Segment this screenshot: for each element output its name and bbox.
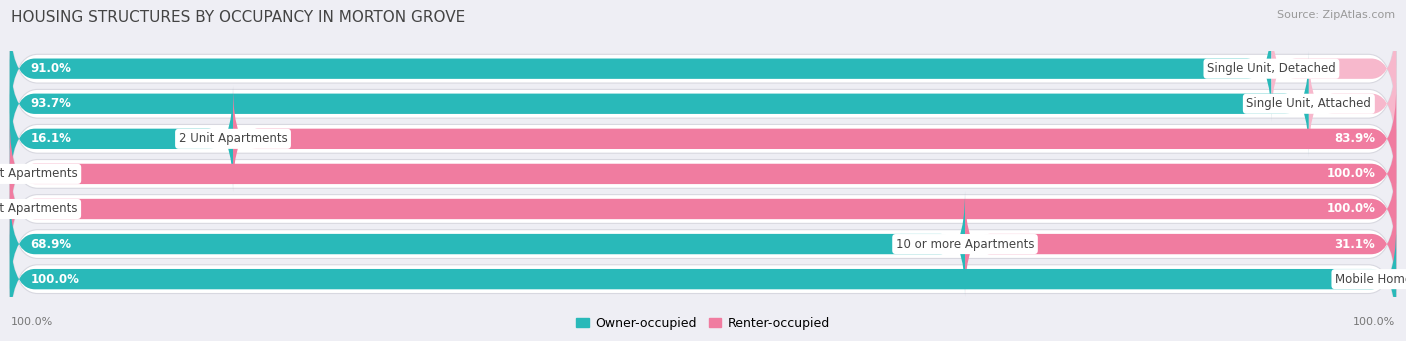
Text: 83.9%: 83.9% [1334, 132, 1375, 145]
FancyBboxPatch shape [10, 156, 1396, 262]
Text: 5 to 9 Unit Apartments: 5 to 9 Unit Apartments [0, 203, 77, 216]
Text: 100.0%: 100.0% [1326, 203, 1375, 216]
FancyBboxPatch shape [10, 191, 965, 297]
Legend: Owner-occupied, Renter-occupied: Owner-occupied, Renter-occupied [571, 312, 835, 335]
Text: 2 Unit Apartments: 2 Unit Apartments [179, 132, 287, 145]
Text: HOUSING STRUCTURES BY OCCUPANCY IN MORTON GROVE: HOUSING STRUCTURES BY OCCUPANCY IN MORTO… [11, 10, 465, 25]
Text: Single Unit, Attached: Single Unit, Attached [1246, 97, 1371, 110]
FancyBboxPatch shape [965, 191, 1396, 297]
FancyBboxPatch shape [10, 48, 1396, 160]
Text: Mobile Home / Other: Mobile Home / Other [1336, 273, 1406, 286]
Text: 31.1%: 31.1% [1334, 238, 1375, 251]
FancyBboxPatch shape [10, 226, 1396, 332]
FancyBboxPatch shape [233, 86, 1396, 192]
Text: 91.0%: 91.0% [31, 62, 72, 75]
Text: Source: ZipAtlas.com: Source: ZipAtlas.com [1277, 10, 1395, 20]
FancyBboxPatch shape [10, 83, 1396, 195]
Text: 100.0%: 100.0% [31, 273, 80, 286]
FancyBboxPatch shape [10, 121, 1396, 227]
FancyBboxPatch shape [10, 118, 1396, 230]
FancyBboxPatch shape [10, 51, 1309, 157]
Text: 16.1%: 16.1% [31, 132, 72, 145]
FancyBboxPatch shape [10, 13, 1396, 124]
FancyBboxPatch shape [10, 86, 233, 192]
Text: 100.0%: 100.0% [1353, 317, 1395, 327]
Text: 3 or 4 Unit Apartments: 3 or 4 Unit Apartments [0, 167, 77, 180]
FancyBboxPatch shape [1309, 51, 1396, 157]
FancyBboxPatch shape [10, 188, 1396, 300]
FancyBboxPatch shape [10, 153, 1396, 265]
Text: 100.0%: 100.0% [1326, 167, 1375, 180]
Text: 10 or more Apartments: 10 or more Apartments [896, 238, 1035, 251]
FancyBboxPatch shape [1271, 16, 1396, 122]
FancyBboxPatch shape [10, 223, 1396, 335]
FancyBboxPatch shape [10, 16, 1271, 122]
Text: 100.0%: 100.0% [11, 317, 53, 327]
Text: Single Unit, Detached: Single Unit, Detached [1206, 62, 1336, 75]
Text: 68.9%: 68.9% [31, 238, 72, 251]
Text: 93.7%: 93.7% [31, 97, 72, 110]
